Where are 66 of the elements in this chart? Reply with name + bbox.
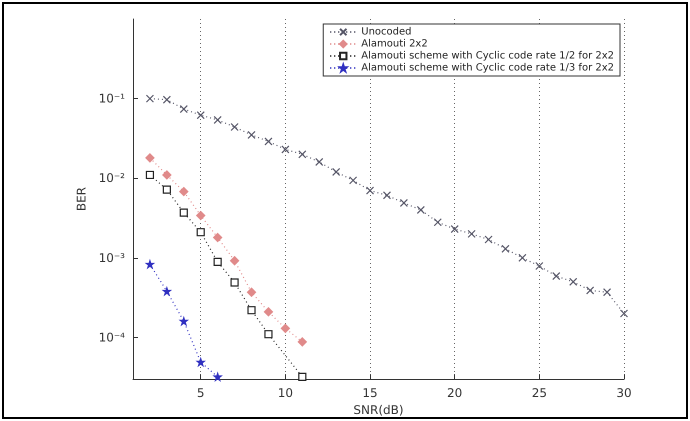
x-tick-label: 25 bbox=[532, 386, 547, 400]
point bbox=[298, 337, 307, 346]
point bbox=[246, 288, 256, 297]
y-tick-label: 10⁻³ bbox=[98, 250, 126, 265]
point bbox=[196, 228, 205, 236]
point bbox=[213, 232, 222, 242]
point bbox=[146, 170, 154, 180]
point bbox=[214, 372, 222, 381]
point bbox=[586, 286, 594, 295]
point bbox=[535, 262, 544, 270]
point bbox=[366, 186, 374, 195]
point bbox=[468, 230, 476, 238]
point bbox=[196, 210, 206, 220]
point bbox=[247, 130, 256, 140]
point bbox=[179, 186, 188, 196]
point bbox=[349, 176, 358, 184]
point bbox=[214, 258, 222, 266]
point bbox=[484, 235, 493, 244]
point bbox=[214, 116, 222, 124]
point bbox=[146, 94, 154, 103]
point bbox=[382, 191, 392, 200]
point bbox=[264, 307, 274, 316]
point bbox=[162, 96, 171, 104]
point bbox=[264, 330, 273, 338]
point bbox=[315, 158, 324, 166]
point bbox=[196, 111, 205, 120]
x-tick-label: 5 bbox=[196, 386, 205, 400]
point bbox=[281, 145, 290, 154]
x-tick-label: 30 bbox=[616, 386, 632, 400]
point bbox=[450, 224, 459, 234]
point bbox=[264, 137, 273, 146]
point bbox=[280, 324, 290, 333]
point bbox=[162, 287, 171, 296]
point bbox=[400, 198, 408, 207]
point bbox=[434, 218, 442, 226]
point bbox=[602, 288, 612, 296]
point bbox=[247, 306, 256, 314]
point bbox=[180, 208, 188, 217]
point bbox=[569, 278, 578, 286]
y-axis-title: BER bbox=[74, 186, 89, 212]
legend-label: Alamouti scheme with Cyclic code rate 1/2 for 2x2 bbox=[361, 50, 614, 62]
y-tick-label: 10⁻⁴ bbox=[98, 330, 126, 344]
legend-label: Alamouti scheme with Cyclic code rate 1/3 for 2x2 bbox=[361, 62, 614, 74]
point bbox=[180, 104, 188, 114]
point bbox=[332, 168, 340, 176]
point bbox=[230, 122, 239, 132]
point bbox=[230, 278, 239, 287]
y-tick-label: 10⁻¹ bbox=[98, 92, 126, 106]
point bbox=[298, 150, 306, 158]
point bbox=[552, 272, 560, 280]
point bbox=[416, 206, 425, 214]
point bbox=[501, 244, 510, 253]
point bbox=[162, 170, 172, 180]
point bbox=[298, 372, 306, 381]
legend-label: Alamouti 2x2 bbox=[361, 38, 428, 50]
point bbox=[620, 309, 628, 318]
x-axis-title: SNR(dB) bbox=[353, 403, 404, 417]
point bbox=[518, 254, 527, 262]
x-tick-label: 20 bbox=[447, 386, 462, 400]
x-tick-label: 10 bbox=[278, 386, 294, 400]
point bbox=[145, 153, 155, 163]
point bbox=[230, 256, 240, 266]
x-tick-label: 15 bbox=[362, 386, 378, 400]
legend-label: Unocoded bbox=[361, 26, 412, 38]
y-tick-label: 10⁻² bbox=[98, 171, 126, 186]
point bbox=[162, 185, 171, 194]
